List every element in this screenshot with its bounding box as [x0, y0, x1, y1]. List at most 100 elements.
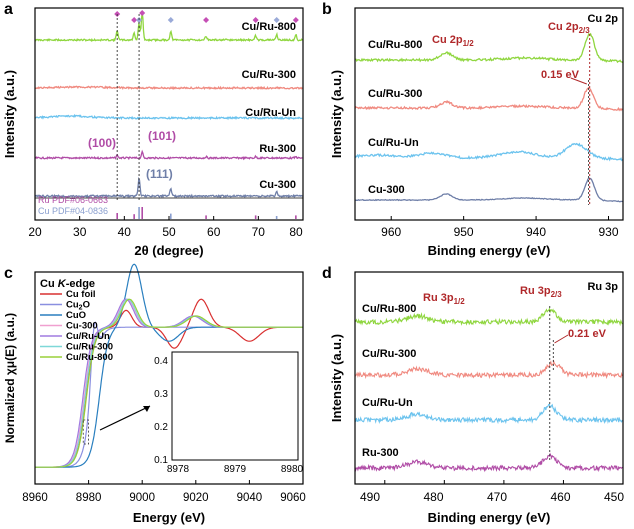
tick-label-b: 930 — [598, 225, 618, 239]
panel-title-b: Cu 2p — [587, 13, 618, 25]
tick-label-c: 9040 — [237, 492, 263, 504]
y-axis-label-a: Intensity (a.u.) — [2, 70, 17, 158]
panel-b: b Intensity (a.u.) Binding energy (eV) 9… — [322, 1, 624, 258]
tick-label-d: 480 — [423, 490, 443, 504]
tick-label-b: 940 — [526, 225, 546, 239]
phase-marker-diamond — [139, 10, 146, 16]
shift-label-b: 0.15 eV — [541, 69, 580, 81]
series-label-a-ru-300: Ru-300 — [259, 143, 296, 155]
reference-label-cu: Cu PDF#04-0836 — [38, 206, 108, 216]
xps-ru-series-line — [354, 452, 623, 473]
xps-cu-series-line — [354, 142, 624, 162]
xrd-series-line — [34, 113, 303, 121]
tick-label-b: 960 — [381, 225, 401, 239]
xps-ru-series-line — [354, 403, 623, 425]
series-label-d-cu-ru-un: Cu/Ru-Un — [362, 397, 413, 409]
zoom-arrow-head — [143, 406, 150, 412]
panel-a: a Intensity (a.u.) 2θ (degree) 20 30 40 … — [2, 1, 304, 258]
shift-label-d: 0.21 eV — [568, 328, 607, 340]
xrd-series-line — [34, 149, 303, 161]
series-label-b-cu-300: Cu-300 — [368, 184, 405, 196]
annotation-100: (100) — [88, 136, 116, 150]
y-axis-label-b: Intensity (a.u.) — [329, 70, 344, 158]
inset-tick-y: 0.4 — [154, 356, 168, 367]
panel-letter-c: c — [4, 265, 13, 282]
panel-letter-a: a — [4, 1, 13, 18]
series-label-a-cu-ru-un: Cu/Ru-Un — [245, 107, 296, 119]
x-axis-label-d: Binding energy (eV) — [428, 510, 551, 525]
tick-label-d: 490 — [360, 490, 380, 504]
tick-label-a: 70 — [252, 225, 266, 239]
tick-label-c: 8960 — [22, 492, 48, 504]
xps-ru-series-line — [354, 359, 623, 380]
inset-frame — [171, 351, 299, 461]
tick-label-c: 9020 — [183, 492, 209, 504]
tick-label-a: 80 — [289, 225, 303, 239]
shift-arrow — [570, 77, 587, 85]
xps-ru-series-line — [354, 307, 623, 327]
plot-frame-d — [354, 271, 624, 485]
tick-label-c: 9060 — [280, 492, 306, 504]
legend-label: Cu/Ru-300 — [66, 342, 113, 353]
series-label-d-cu-ru-800: Cu/Ru-800 — [362, 303, 416, 315]
tick-label-a: 20 — [28, 225, 42, 239]
tick-label-d: 470 — [487, 490, 507, 504]
phase-marker-diamond — [252, 17, 259, 23]
tick-label-a: 50 — [162, 225, 176, 239]
inset-tick-y: 0.2 — [154, 422, 168, 433]
legend-label: Cu foil — [66, 289, 96, 300]
phase-marker-diamond — [273, 17, 280, 23]
inset-tick-y: 0.3 — [154, 389, 168, 400]
tick-label-d: 460 — [550, 490, 570, 504]
plot-frame-c — [34, 271, 304, 485]
phase-marker-diamond — [203, 17, 210, 23]
peak-label-ru3p23: Ru 3p2/3 — [520, 285, 562, 299]
inset-tick-x: 8980 — [281, 464, 304, 475]
phase-marker-diamond — [167, 17, 174, 23]
xps-cu-series-line — [354, 86, 624, 112]
tick-label-a: 40 — [118, 225, 132, 239]
shift-arrow — [554, 334, 569, 344]
xrd-series-line — [34, 176, 303, 199]
series-label-d-cu-ru-300: Cu/Ru-300 — [362, 348, 416, 360]
inset-tick-y: 0.1 — [154, 455, 168, 466]
series-label-b-cu-ru-300: Cu/Ru-300 — [368, 88, 422, 100]
inset-c: 8978 8979 8980 0.1 0.2 0.3 0.4 — [154, 351, 304, 475]
y-axis-label-c: Normalized χμ(E) (a.u.) — [3, 313, 17, 443]
series-label-a-cu-ru-300: Cu/Ru-300 — [242, 69, 296, 81]
xanes-series-line — [35, 298, 303, 468]
series-label-a-cu-ru-800: Cu/Ru-800 — [242, 21, 296, 33]
panel-title-d: Ru 3p — [587, 281, 618, 293]
tick-label-b: 950 — [454, 225, 474, 239]
tick-label-c: 9000 — [129, 492, 155, 504]
reference-label-ru: Ru PDF#06-0663 — [38, 195, 108, 205]
x-axis-label-a: 2θ (degree) — [134, 243, 203, 258]
tick-label-a: 60 — [207, 225, 221, 239]
legend-label: Cu/Ru-800 — [66, 352, 113, 363]
xrd-series-line — [34, 11, 303, 43]
legend-label: Cu-300 — [66, 321, 98, 332]
inset-tick-x: 8979 — [224, 464, 247, 475]
series-label-b-cu-ru-un: Cu/Ru-Un — [368, 137, 419, 149]
plot-frame-b — [354, 7, 624, 221]
panel-letter-d: d — [322, 265, 332, 282]
zoom-arrow — [99, 405, 151, 431]
panel-c: c Normalized χμ(E) (a.u.) Energy (eV) 89… — [3, 265, 306, 525]
peak-label-cu2p23: Cu 2p2/3 — [548, 21, 590, 35]
xps-cu-series-line — [355, 177, 623, 203]
tick-label-a: 30 — [73, 225, 87, 239]
series-label-a-cu-300: Cu-300 — [259, 179, 296, 191]
zoom-box — [82, 419, 89, 445]
x-axis-label-c: Energy (eV) — [133, 510, 205, 525]
phase-marker-diamond — [292, 17, 299, 23]
legend-c: Cu foilCu2OCuOCu-300Cu/Ru-UnCu/Ru-300Cu/… — [40, 289, 113, 363]
annotation-101: (101) — [148, 129, 176, 143]
inset-tick-x: 8978 — [167, 464, 190, 475]
panel-title-c: Cu K-edge — [40, 278, 95, 290]
peak-label-cu2p12: Cu 2p1/2 — [432, 34, 474, 48]
tick-label-c: 8980 — [76, 492, 102, 504]
plot-frame-a — [34, 7, 304, 221]
legend-label: Cu2O — [66, 300, 90, 312]
peak-label-ru3p12: Ru 3p1/2 — [423, 292, 465, 306]
